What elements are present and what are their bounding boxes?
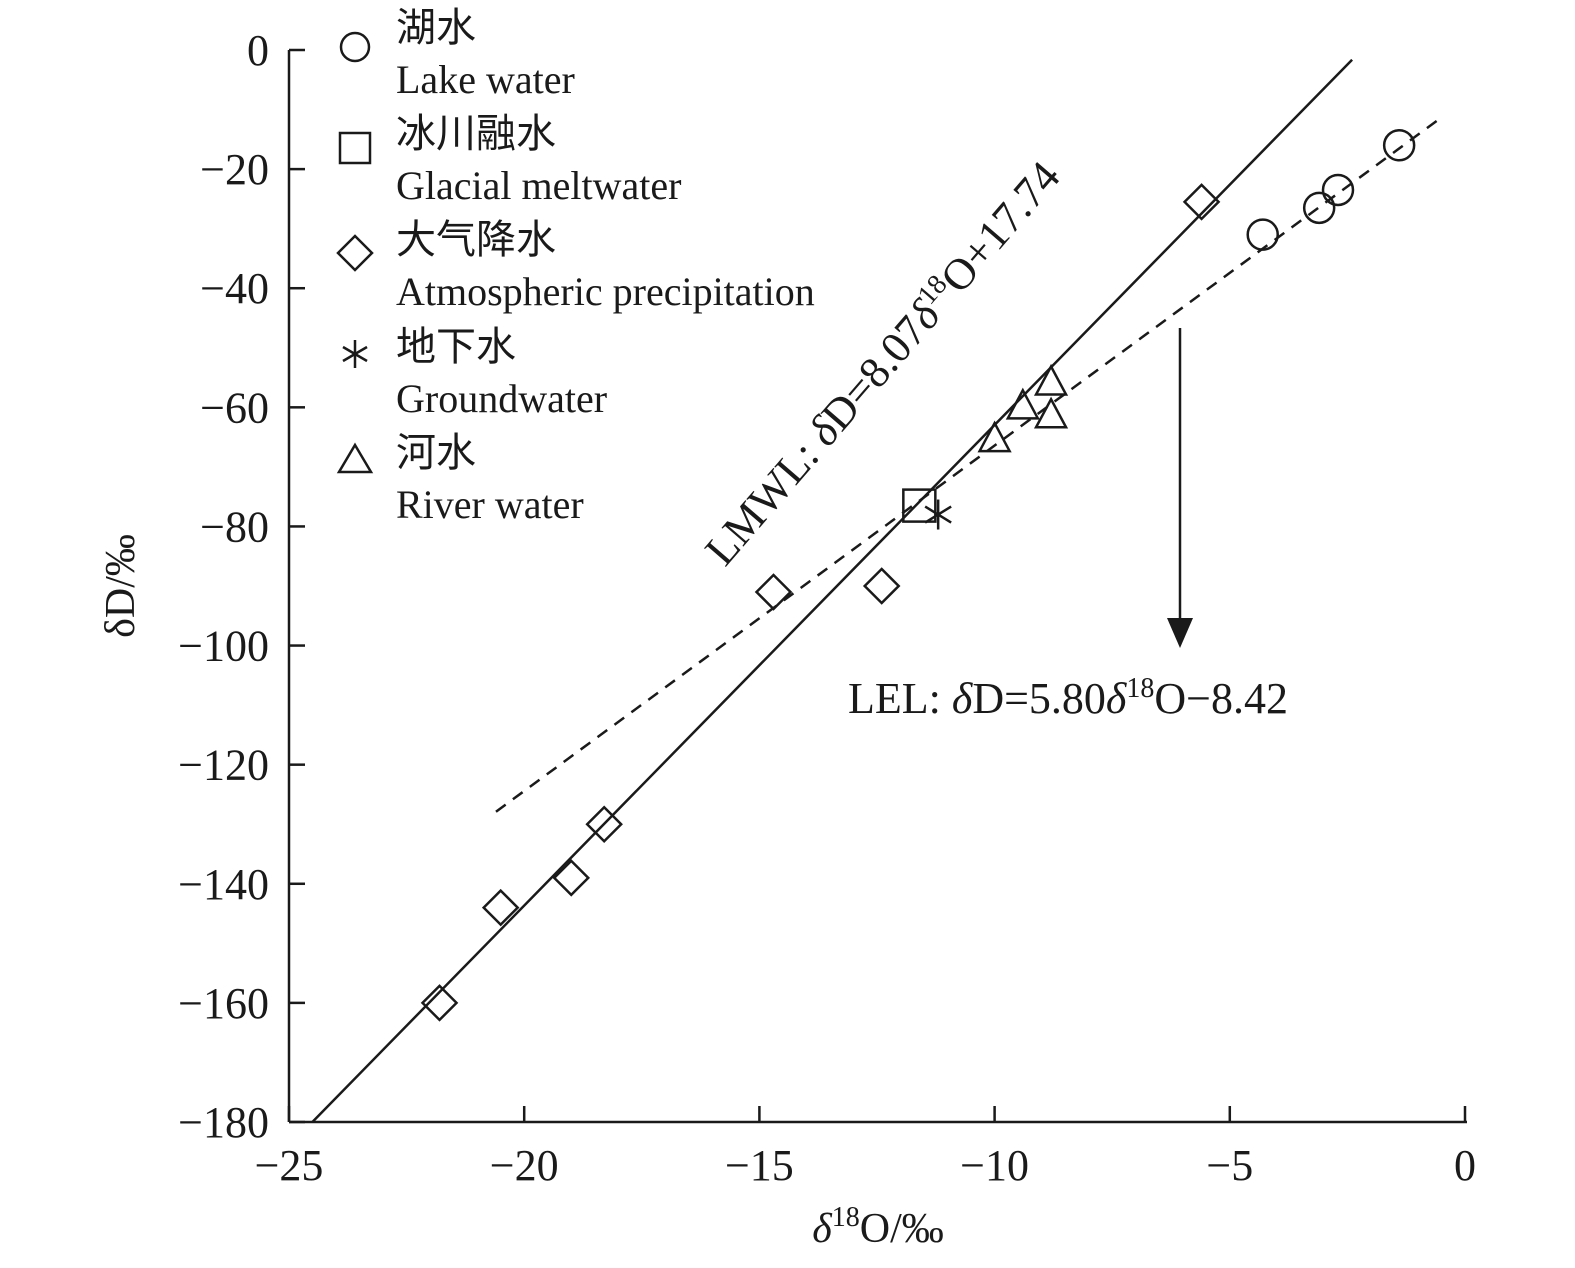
y-tick-label: −80 bbox=[200, 502, 269, 551]
x-tick-label: −20 bbox=[490, 1141, 559, 1190]
legend-label-cn: 地下水 bbox=[396, 324, 516, 369]
legend-asterisk-marker bbox=[342, 340, 368, 368]
lake-water-point bbox=[1321, 173, 1355, 207]
x-tick-label: 0 bbox=[1454, 1141, 1476, 1190]
y-tick-label: −180 bbox=[178, 1098, 269, 1147]
legend-label-en: Lake water bbox=[396, 57, 575, 102]
groundwater-point bbox=[924, 499, 952, 530]
river-water-point bbox=[1033, 396, 1069, 429]
lel-pointer-arrow bbox=[1167, 328, 1193, 648]
precipitation-point bbox=[754, 573, 793, 611]
legend: 湖水 Lake water 冰川融水 Glacial meltwater 大气降… bbox=[336, 5, 815, 527]
data-points bbox=[420, 129, 1416, 1022]
lake-water-point bbox=[1246, 218, 1279, 251]
lel-line bbox=[495, 119, 1438, 813]
y-tick-label: −40 bbox=[200, 264, 269, 313]
precipitation-point bbox=[862, 567, 901, 605]
x-ticks: −25 −20 −15 −10 −5 0 bbox=[255, 1106, 1476, 1190]
y-axis-title: δD/‰ bbox=[98, 534, 144, 638]
regression-lines bbox=[311, 58, 1438, 1123]
lel-equation: LEL: δD=5.80δ18O−8.42 bbox=[848, 673, 1288, 723]
legend-item-glacial-meltwater: 冰川融水 Glacial meltwater bbox=[338, 111, 681, 208]
legend-label-en: River water bbox=[396, 482, 584, 527]
y-ticks: 0 −20 −40 −60 −80 −100 −120 −140 −160 −180 bbox=[178, 26, 305, 1147]
lmwl-line bbox=[311, 58, 1353, 1123]
precipitation-point bbox=[1182, 183, 1221, 221]
river-water-point bbox=[977, 420, 1012, 453]
legend-label-en: Atmospheric precipitation bbox=[396, 269, 815, 314]
legend-label-en: Glacial meltwater bbox=[396, 163, 681, 208]
x-tick-label: −10 bbox=[960, 1141, 1029, 1190]
legend-circle-marker bbox=[339, 31, 371, 63]
precipitation-point bbox=[585, 805, 623, 843]
legend-label-cn: 大气降水 bbox=[396, 217, 556, 262]
legend-item-lake-water: 湖水 Lake water bbox=[339, 5, 575, 102]
y-tick-label: −20 bbox=[200, 145, 269, 194]
legend-label-en: Groundwater bbox=[396, 376, 607, 421]
y-tick-label: −160 bbox=[178, 979, 269, 1028]
river-water-point bbox=[1033, 363, 1069, 396]
river-water-point bbox=[1005, 387, 1040, 420]
precipitation-point bbox=[420, 984, 459, 1022]
lmwl-equation: LMWL: δD=8.07δ18O+17.74 bbox=[695, 151, 1070, 574]
y-tick-label: −60 bbox=[200, 383, 269, 432]
legend-square-marker bbox=[338, 131, 372, 165]
legend-item-atmospheric-precipitation: 大气降水 Atmospheric precipitation bbox=[336, 217, 815, 314]
legend-item-groundwater: 地下水 Groundwater bbox=[342, 324, 607, 421]
lake-water-point bbox=[1382, 129, 1416, 162]
legend-triangle-marker bbox=[336, 442, 374, 474]
legend-label-cn: 冰川融水 bbox=[396, 111, 556, 156]
x-tick-label: −5 bbox=[1206, 1141, 1253, 1190]
lake-water-point bbox=[1302, 191, 1336, 225]
y-tick-label: −140 bbox=[178, 860, 269, 909]
y-tick-label: −120 bbox=[178, 741, 269, 790]
y-tick-label: −100 bbox=[178, 622, 269, 671]
legend-diamond-marker bbox=[336, 234, 374, 272]
precipitation-point bbox=[481, 888, 520, 927]
legend-item-river-water: 河水 River water bbox=[336, 430, 584, 527]
axes bbox=[287, 50, 1467, 1124]
x-tick-label: −15 bbox=[725, 1141, 794, 1190]
precipitation-point bbox=[552, 859, 591, 897]
x-tick-label: −25 bbox=[255, 1141, 324, 1190]
y-tick-label: 0 bbox=[247, 26, 269, 75]
legend-label-cn: 河水 bbox=[396, 430, 476, 475]
x-axis-title: δ18O/‰ bbox=[812, 1202, 944, 1252]
legend-label-cn: 湖水 bbox=[396, 5, 476, 50]
glacial-meltwater-point bbox=[902, 488, 937, 523]
